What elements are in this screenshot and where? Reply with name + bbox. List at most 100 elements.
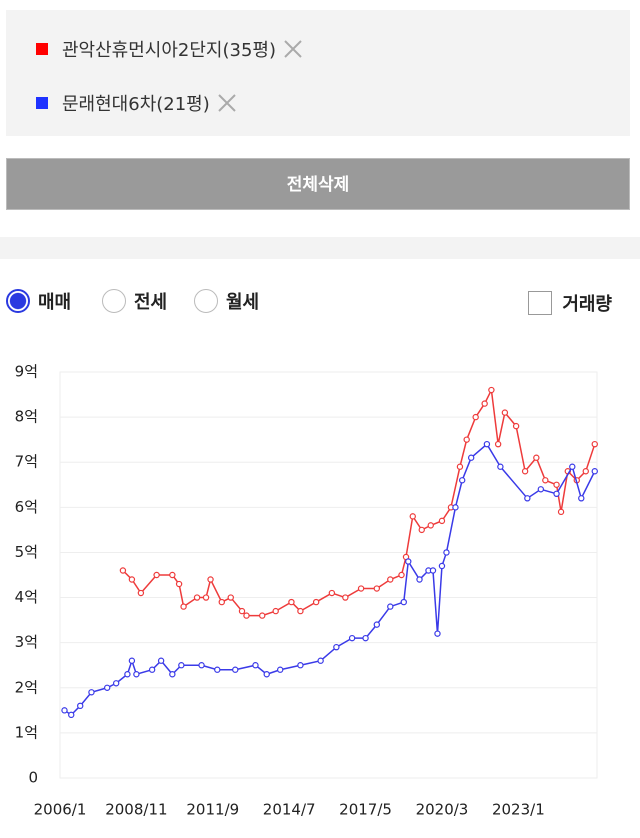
tab-label: 매매	[38, 292, 72, 313]
data-point	[373, 585, 381, 592]
data-point	[569, 463, 576, 470]
data-point	[578, 495, 585, 502]
data-point	[297, 662, 304, 669]
series-line	[122, 387, 596, 617]
x-tick-label: 2014/7	[263, 801, 316, 819]
data-point	[232, 666, 239, 673]
data-point	[452, 504, 459, 511]
color-swatch	[36, 97, 48, 109]
data-point	[169, 671, 176, 678]
y-tick-label: 2억	[15, 678, 38, 696]
data-point	[178, 662, 185, 669]
data-point	[398, 571, 405, 579]
filter-label: 관악산휴먼시아2단지(35평)	[62, 40, 277, 61]
data-point	[405, 558, 412, 565]
data-point	[214, 666, 221, 673]
y-tick-label: 4억	[15, 588, 38, 606]
filter-label: 문래현대6차(21평)	[62, 94, 210, 115]
y-tick-label: 1억	[15, 723, 38, 741]
data-point	[521, 468, 529, 475]
data-point	[472, 413, 479, 421]
data-point	[243, 612, 250, 619]
tab-sale[interactable]: 매매	[6, 288, 71, 314]
clear-button[interactable]: 전체삭제	[6, 158, 630, 210]
x-tick-label: 2006/1	[34, 801, 87, 819]
data-point	[157, 657, 165, 664]
remove-icon[interactable]	[282, 38, 304, 60]
data-point	[103, 684, 111, 691]
data-point	[124, 671, 131, 678]
data-point	[180, 603, 187, 610]
data-point	[297, 607, 304, 615]
data-point	[272, 607, 279, 615]
data-point	[591, 468, 598, 475]
data-point	[317, 657, 324, 664]
data-point	[68, 711, 75, 719]
data-point	[557, 508, 565, 516]
radio[interactable]	[102, 289, 126, 313]
data-point	[175, 580, 183, 588]
filter-panel: 관악산휴먼시아2단지(35평) 문래현대6차(21평)	[6, 10, 630, 136]
radio[interactable]	[6, 289, 30, 313]
data-point	[276, 666, 284, 673]
data-point	[259, 612, 266, 619]
y-tick-label: 9억	[15, 363, 38, 381]
data-point	[362, 634, 369, 642]
plot-frame	[59, 371, 598, 779]
tab-monthly[interactable]: 월세	[194, 288, 259, 314]
data-point	[400, 598, 407, 606]
data-point	[456, 463, 464, 470]
data-point	[537, 486, 545, 493]
y-tick-label: 3억	[15, 633, 38, 651]
data-point	[193, 594, 201, 601]
data-point	[218, 598, 225, 606]
data-point	[77, 702, 84, 710]
data-point	[512, 422, 520, 430]
data-point	[533, 454, 540, 461]
chart: 0 1억 2억 3억 4억 5억 6억 7억 8억 9억 2006/1 2008/11 2011/9 20…	[15, 363, 598, 819]
volume-toggle[interactable]: 거래량	[528, 290, 612, 316]
data-point	[438, 517, 446, 525]
data-point	[153, 571, 160, 579]
data-point	[207, 576, 214, 583]
data-point	[387, 603, 394, 610]
data-point	[312, 598, 320, 606]
data-point	[128, 657, 136, 664]
data-point	[373, 621, 381, 628]
data-point	[483, 440, 491, 448]
data-point	[252, 662, 259, 669]
data-point	[227, 594, 234, 601]
tab-jeonse[interactable]: 전세	[102, 288, 167, 314]
y-tick-label: 8억	[15, 408, 38, 426]
data-point	[434, 630, 441, 637]
data-point	[409, 513, 416, 520]
data-point	[169, 571, 176, 579]
data-point	[582, 468, 589, 475]
data-point	[497, 463, 504, 470]
x-tick-label: 2008/11	[105, 801, 167, 819]
checkbox[interactable]	[528, 291, 553, 315]
filter-item: 문래현대6차(21평)	[36, 90, 238, 116]
data-point	[427, 522, 434, 529]
x-tick-label: 2020/3	[416, 801, 469, 819]
data-point	[416, 576, 423, 583]
data-point	[553, 481, 560, 488]
color-swatch	[36, 43, 48, 55]
y-tick-label: 5억	[15, 543, 38, 561]
y-tick-label: 6억	[15, 498, 38, 516]
data-point	[467, 454, 475, 461]
data-point	[288, 598, 295, 606]
remove-icon[interactable]	[216, 92, 238, 114]
filter-item: 관악산휴먼시아2단지(35평)	[36, 36, 304, 62]
data-point	[137, 589, 145, 597]
data-point	[133, 671, 140, 678]
data-point	[348, 634, 356, 642]
data-point	[238, 607, 246, 615]
radio[interactable]	[194, 289, 218, 313]
data-point	[128, 576, 136, 583]
data-point	[458, 477, 466, 484]
x-tick-label: 2017/5	[339, 801, 392, 819]
separator	[0, 237, 640, 259]
tab-label: 월세	[226, 292, 260, 313]
